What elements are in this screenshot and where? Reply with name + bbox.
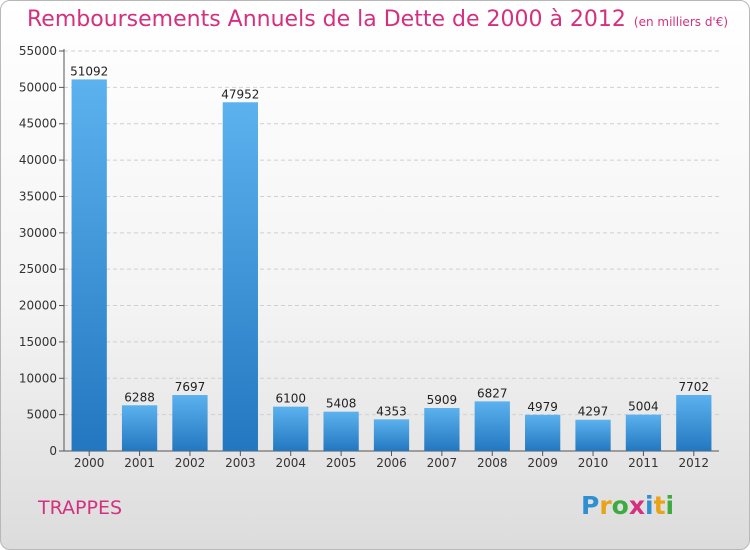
logo-letter: t	[653, 491, 666, 520]
logo-letter: x	[628, 491, 645, 520]
bar-value-label: 6288	[124, 390, 155, 404]
x-tick-label: 2004	[275, 456, 306, 470]
y-tick-label: 15000	[19, 335, 57, 349]
chart-title-text: Remboursements Annuels de la Dette de 20…	[27, 7, 626, 32]
bar	[373, 419, 410, 451]
bar-value-label: 5408	[326, 397, 357, 411]
y-tick-label: 25000	[19, 262, 57, 276]
y-tick-label: 35000	[19, 189, 57, 203]
bar-value-label: 6100	[275, 392, 306, 406]
logo-letter: i	[665, 491, 675, 520]
logo-letter: r	[599, 491, 612, 520]
y-tick-label: 20000	[19, 299, 57, 313]
logo-letter: o	[611, 491, 629, 520]
bar-value-label: 6827	[477, 386, 508, 400]
bar	[525, 414, 561, 451]
x-tick-label: 2011	[628, 456, 659, 470]
x-tick-label: 2009	[527, 456, 558, 470]
chart-subtitle: (en milliers d'€)	[633, 15, 729, 29]
y-tick-label: 0	[49, 444, 57, 458]
bar	[222, 102, 258, 451]
bar-value-label: 5004	[628, 400, 659, 414]
y-tick-label: 50000	[19, 80, 57, 94]
y-tick-label: 45000	[19, 117, 57, 131]
x-tick-label: 2010	[578, 456, 609, 470]
bar-value-label: 4297	[578, 405, 609, 419]
y-tick-label: 5000	[26, 408, 57, 422]
y-tick-label: 30000	[19, 226, 57, 240]
bar-value-label: 7702	[679, 380, 710, 394]
grid-lines	[64, 50, 719, 452]
proxiti-logo[interactable]: Proxiti	[581, 491, 674, 520]
bar-value-label: 5909	[427, 393, 458, 407]
x-tick-label: 2000	[74, 456, 105, 470]
bar	[575, 419, 611, 451]
bar	[676, 394, 712, 451]
logo-letter: i	[645, 491, 654, 520]
bar	[273, 406, 309, 451]
x-tick-label: 2006	[376, 456, 407, 470]
y-tick-label: 40000	[19, 153, 57, 167]
bar-value-label: 51092	[70, 64, 108, 78]
x-tick-label: 2001	[124, 456, 155, 470]
x-tick-label: 2002	[175, 456, 206, 470]
bar	[172, 395, 208, 451]
bar	[424, 408, 460, 451]
x-tick-label: 2005	[326, 456, 357, 470]
chart-title: Remboursements Annuels de la Dette de 20…	[27, 7, 728, 32]
bar	[71, 79, 107, 452]
axes	[59, 49, 719, 456]
bar-value-label: 7697	[175, 380, 206, 394]
y-tick-label: 55000	[19, 44, 57, 58]
bar	[121, 405, 158, 451]
bar-value-label: 4979	[527, 400, 558, 414]
x-tick-label: 2012	[679, 456, 710, 470]
x-tick-label: 2007	[427, 456, 458, 470]
commune-name: TRAPPES	[38, 497, 123, 519]
bar	[323, 411, 359, 451]
bar-value-label: 4353	[376, 404, 407, 418]
logo-letter: P	[581, 491, 600, 520]
labels: 0 5000 10000 15000 20000 25000 30000 35000 40000…	[19, 44, 709, 470]
bar-value-label: 47952	[221, 87, 259, 101]
bar	[625, 414, 662, 451]
x-tick-label: 2003	[225, 456, 256, 470]
x-tick-label: 2008	[477, 456, 508, 470]
bar	[474, 401, 510, 451]
y-tick-label: 10000	[19, 371, 57, 385]
bars	[71, 79, 712, 452]
